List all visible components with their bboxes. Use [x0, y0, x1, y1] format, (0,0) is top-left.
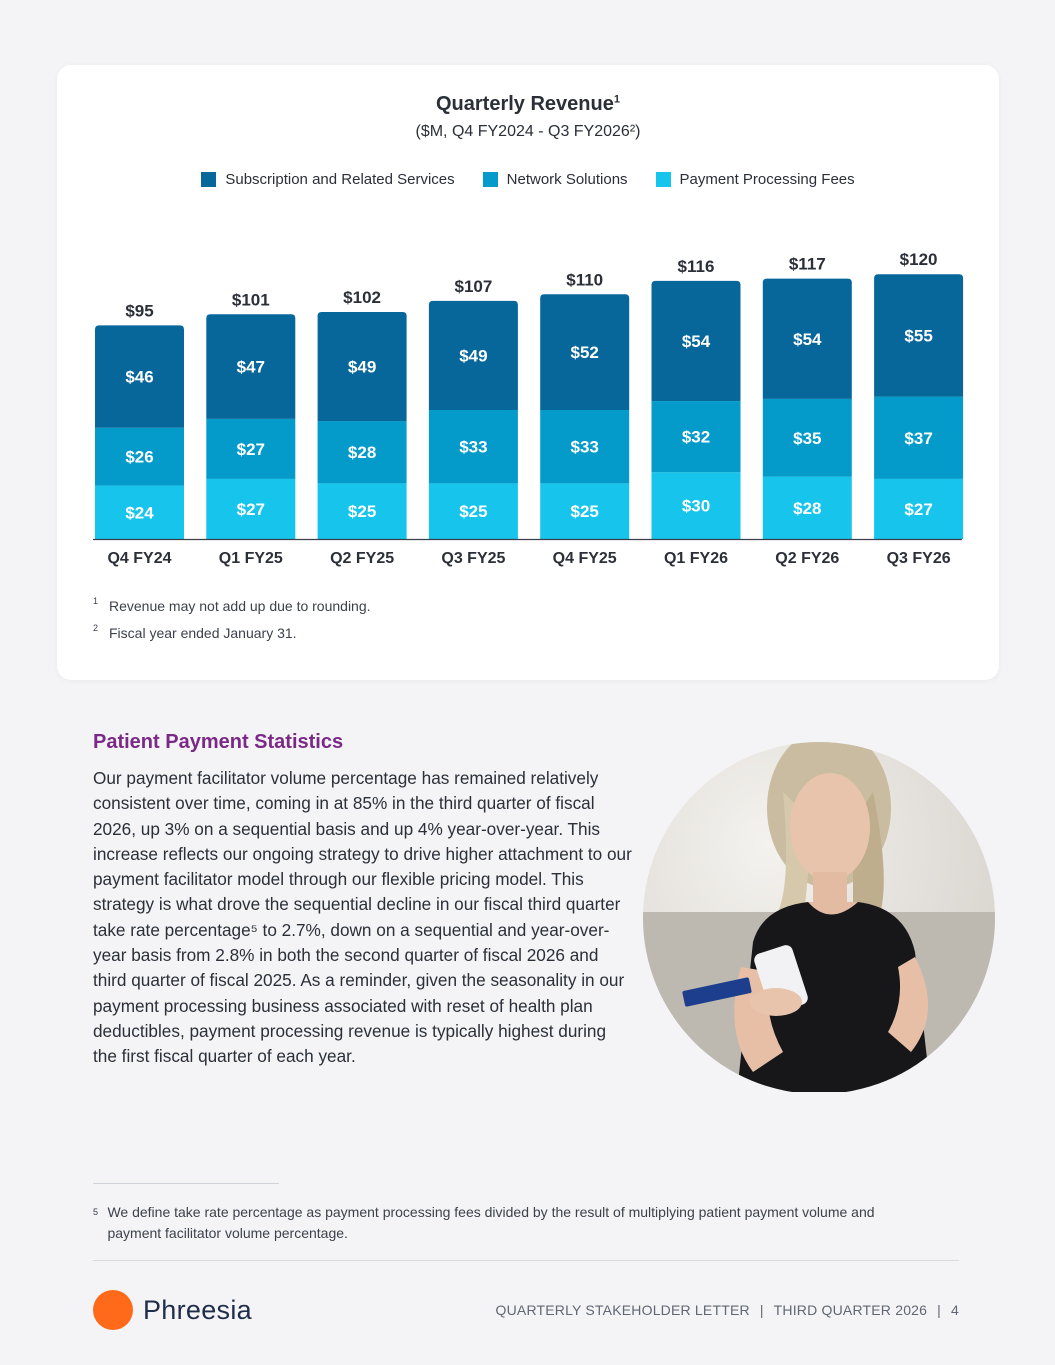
bar-segment — [874, 478, 964, 539]
legend-swatch — [482, 172, 498, 187]
data-label: $32 — [682, 428, 710, 447]
x-tick-label: Q2 FY26 — [775, 550, 839, 567]
data-label: $47 — [237, 358, 265, 377]
data-label: $35 — [793, 429, 821, 448]
footnote: 1 Revenue may not add up due to rounding… — [93, 596, 371, 614]
chart-subtitle: ($M, Q4 FY2024 - Q3 FY2026²) — [415, 123, 641, 140]
page-number: 4 — [951, 1302, 959, 1318]
x-tick-label: Q4 FY25 — [553, 550, 617, 567]
x-tick-label: Q4 FY24 — [107, 550, 171, 567]
bar-segment — [95, 325, 184, 428]
legend-swatch — [655, 172, 671, 187]
bar-segment — [874, 396, 964, 479]
legend-label: Network Solutions — [506, 171, 628, 188]
total-label: $120 — [900, 250, 938, 269]
bar-segment — [95, 485, 184, 539]
total-label: $116 — [678, 257, 715, 276]
logo-text: Phreesia — [143, 1294, 252, 1325]
total-label: $95 — [125, 301, 153, 320]
page-footnote: 5 We define take rate percentage as paym… — [93, 1204, 875, 1241]
revenue-bar-chart: $24 $26 $46 $95 Q4 FY24 $27 $27 $47 $101 Q1 FY25 $… — [93, 250, 964, 567]
chart-card: Quarterly Revenue1 ($M, Q4 FY2024 - Q3 F… — [57, 65, 999, 680]
bar-segment — [874, 274, 964, 397]
data-label: $37 — [904, 429, 932, 448]
footnote-divider — [93, 1183, 279, 1184]
section-title: Patient Payment Statistics — [93, 731, 344, 753]
data-label: $24 — [125, 503, 154, 522]
data-label: $33 — [571, 438, 599, 457]
data-label: $54 — [793, 330, 822, 349]
x-tick-label: Q2 FY25 — [330, 550, 394, 567]
logo-circle-icon — [93, 1290, 133, 1330]
bar-segment — [428, 483, 518, 539]
total-label: $101 — [232, 290, 270, 309]
data-label: $49 — [459, 346, 487, 365]
page-footer: QUARTERLY STAKEHOLDER LETTER | THIRD QUA… — [496, 1302, 959, 1318]
section-body: Our payment facilitator volume percentag… — [93, 768, 632, 1067]
data-label: $54 — [682, 332, 711, 351]
bar-segment — [540, 483, 630, 539]
bar-segment — [762, 476, 852, 539]
legend-label: Payment Processing Fees — [679, 171, 855, 188]
data-label: $52 — [571, 343, 599, 362]
data-label: $49 — [348, 358, 376, 377]
footer-separator: | — [759, 1302, 764, 1318]
data-label: $28 — [348, 443, 376, 462]
legend-item-payment: Payment Processing Fees — [655, 171, 855, 188]
data-label: $26 — [125, 448, 153, 467]
bar-segment — [206, 418, 296, 479]
bar-segment — [206, 314, 296, 419]
data-label: $27 — [904, 500, 932, 519]
phreesia-logo: Phreesia — [93, 1290, 252, 1330]
total-label: $110 — [566, 270, 603, 289]
legend-item-network: Network Solutions — [482, 171, 628, 188]
chart-title: Quarterly Revenue1 — [436, 93, 620, 115]
bar-segment — [651, 280, 741, 402]
total-label: $107 — [454, 277, 492, 296]
footer-separator: | — [937, 1302, 941, 1318]
bar-segment — [206, 478, 296, 539]
bar-segment — [651, 472, 741, 539]
legend-item-subscription: Subscription and Related Services — [201, 171, 455, 188]
data-label: $25 — [459, 502, 487, 521]
data-label: $25 — [571, 502, 599, 521]
data-label: $30 — [682, 497, 710, 516]
bar-segment — [540, 294, 630, 410]
footer-letter-title: QUARTERLY STAKEHOLDER LETTER — [495, 1302, 750, 1318]
data-label: $46 — [125, 368, 153, 387]
bar-segment — [762, 398, 852, 477]
bar-segment — [428, 300, 518, 410]
data-label: $28 — [793, 499, 821, 518]
x-tick-label: Q1 FY25 — [219, 550, 283, 567]
data-label: $55 — [904, 326, 932, 345]
data-label: $27 — [237, 500, 265, 519]
bar-segment — [762, 278, 852, 399]
x-tick-label: Q3 FY26 — [887, 550, 951, 567]
legend-swatch — [201, 172, 217, 187]
bar-segment — [540, 409, 630, 484]
footnote: 2 Fiscal year ended January 31. — [93, 623, 297, 641]
total-label: $117 — [789, 255, 826, 274]
patient-photo — [643, 742, 995, 1092]
total-label: $102 — [343, 288, 381, 307]
data-label: $33 — [459, 438, 487, 457]
chart-legend: Subscription and Related Services Networ… — [57, 171, 999, 188]
bar-segment — [317, 421, 407, 484]
footer-quarter: THIRD QUARTER 2026 — [773, 1302, 928, 1318]
bar-segment — [428, 409, 518, 484]
bar-segment — [317, 483, 407, 539]
x-tick-label: Q1 FY26 — [664, 550, 728, 567]
footer-divider — [93, 1260, 959, 1261]
bar-segment — [95, 427, 184, 486]
legend-label: Subscription and Related Services — [225, 171, 455, 188]
data-label: $27 — [237, 440, 265, 459]
data-label: $25 — [348, 502, 376, 521]
bar-segment — [317, 312, 407, 422]
x-tick-label: Q3 FY25 — [441, 550, 505, 567]
chart-footnotes: 1 Revenue may not add up due to rounding… — [93, 596, 371, 652]
bar-segment — [651, 401, 741, 473]
